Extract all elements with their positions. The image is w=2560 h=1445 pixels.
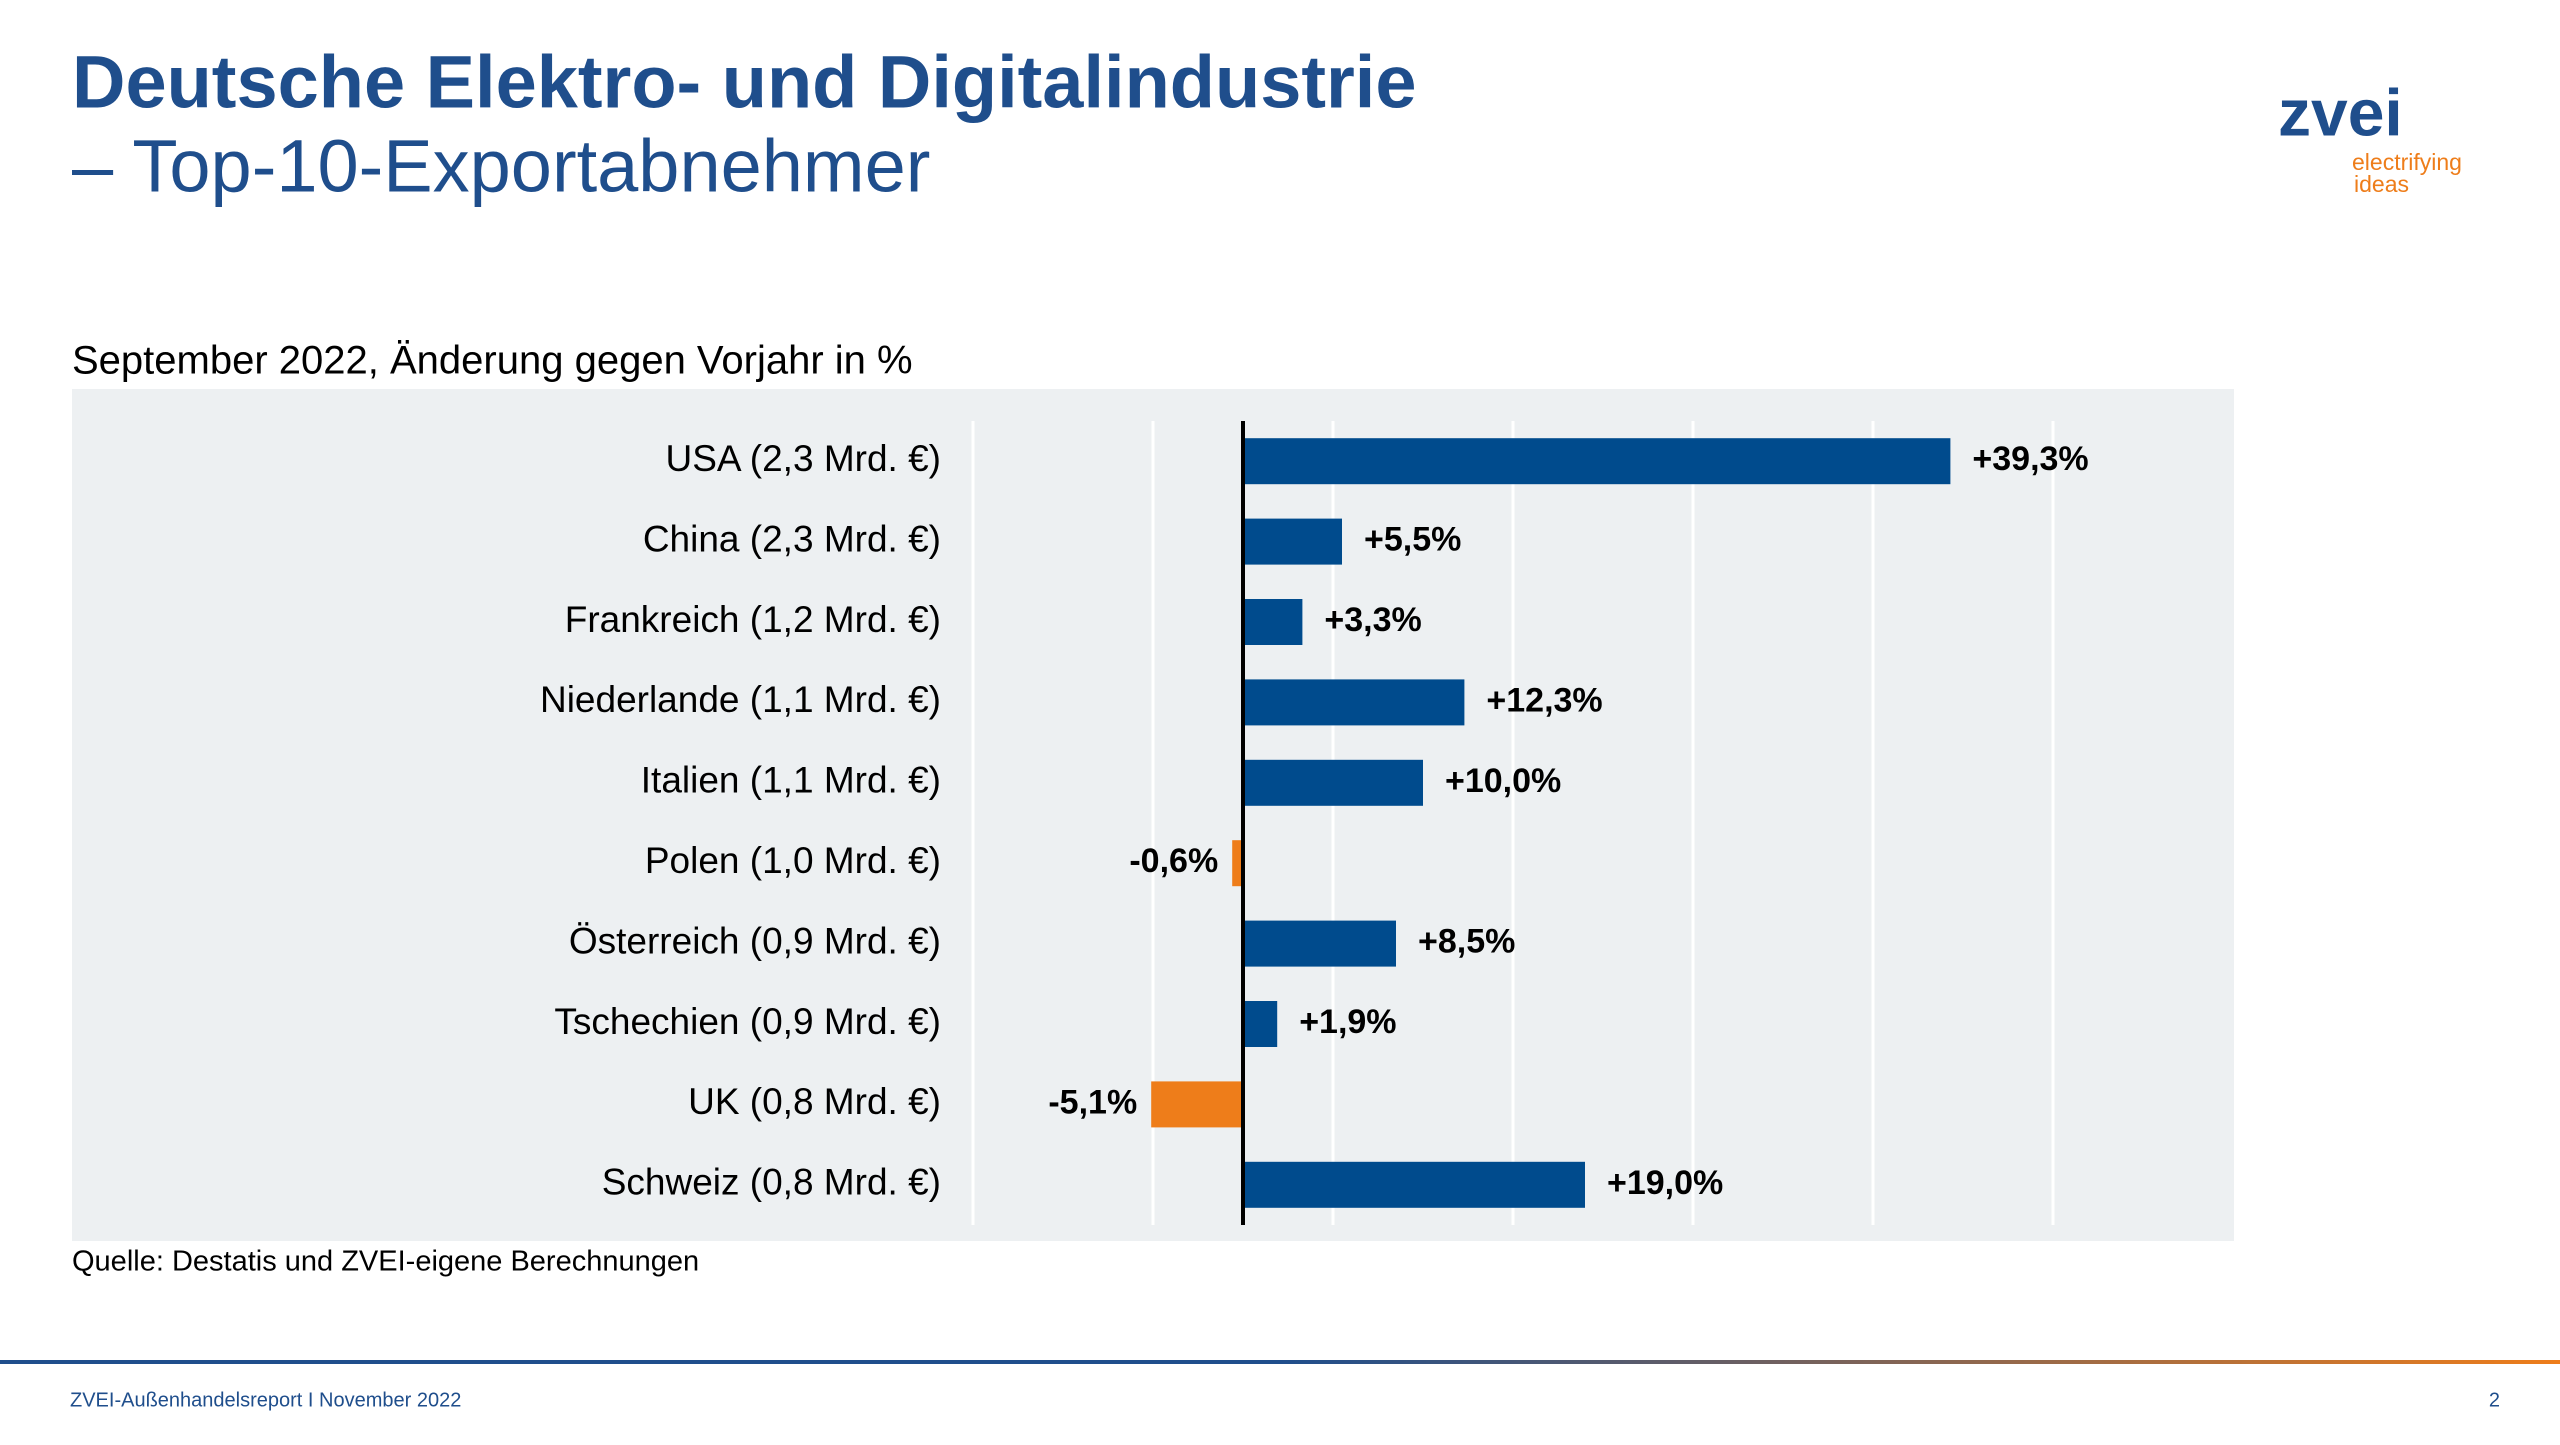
y-tick-label: Polen (1,0 Mrd. €) bbox=[645, 840, 941, 881]
bar bbox=[1243, 518, 1342, 565]
y-tick-label: Schweiz (0,8 Mrd. €) bbox=[602, 1162, 941, 1203]
y-tick-label: Frankreich (1,2 Mrd. €) bbox=[565, 599, 941, 640]
y-tick-label: China (2,3 Mrd. €) bbox=[643, 518, 941, 559]
y-tick-label: Tschechien (0,9 Mrd. €) bbox=[554, 1001, 941, 1042]
bar bbox=[1243, 1161, 1585, 1208]
y-tick-label: Niederlande (1,1 Mrd. €) bbox=[540, 679, 941, 720]
value-label: +39,3% bbox=[1972, 440, 2088, 478]
y-tick-label: Italien (1,1 Mrd. €) bbox=[641, 760, 941, 801]
value-label: +12,3% bbox=[1486, 681, 1602, 719]
value-label: +1,9% bbox=[1299, 1003, 1396, 1041]
y-tick-label: UK (0,8 Mrd. €) bbox=[688, 1081, 941, 1122]
y-tick-label: Österreich (0,9 Mrd. €) bbox=[569, 920, 941, 961]
bar bbox=[1243, 438, 1951, 485]
title: Deutsche Elektro- und Digitalindustrie bbox=[72, 41, 1417, 124]
bar bbox=[1232, 840, 1243, 887]
value-label: +8,5% bbox=[1418, 923, 1515, 961]
page-number: 2 bbox=[2489, 1389, 2500, 1411]
value-label: +10,0% bbox=[1445, 762, 1561, 800]
value-label: +19,0% bbox=[1607, 1164, 1723, 1202]
value-label: +3,3% bbox=[1324, 601, 1421, 639]
y-tick-label: USA (2,3 Mrd. €) bbox=[665, 438, 941, 479]
footer-text: ZVEI-Außenhandelsreport I November 2022 bbox=[70, 1389, 461, 1411]
source: Quelle: Destatis und ZVEI-eigene Berechn… bbox=[72, 1246, 699, 1278]
footer-rule bbox=[0, 1360, 2560, 1364]
plot: USA (2,3 Mrd. €) +39,3% China (2,3 Mrd. €)… bbox=[540, 421, 2089, 1225]
bar bbox=[1243, 599, 1303, 645]
chart-title: September 2022, Änderung gegen Vorjahr i… bbox=[72, 339, 913, 383]
bar bbox=[1243, 1001, 1278, 1047]
value-label: +5,5% bbox=[1364, 521, 1461, 559]
bar bbox=[1151, 1081, 1243, 1128]
bar bbox=[1243, 679, 1465, 726]
value-label: -5,1% bbox=[1048, 1083, 1137, 1121]
bar bbox=[1243, 920, 1396, 967]
logo-tagline: electrifying bbox=[2352, 149, 2462, 175]
value-label: -0,6% bbox=[1129, 842, 1218, 880]
logo-name: zvei bbox=[2278, 75, 2403, 149]
subtitle: – Top-10-Exportabnehmer bbox=[72, 125, 930, 208]
logo-tagline: ideas bbox=[2354, 171, 2409, 197]
bar bbox=[1243, 759, 1423, 806]
